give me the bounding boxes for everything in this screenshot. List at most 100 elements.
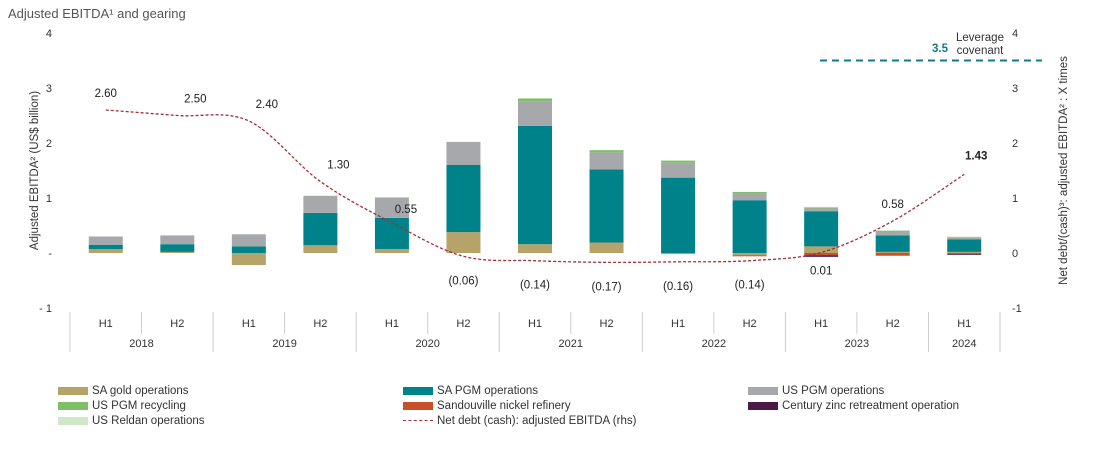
legend-label-us-recycling: US PGM recycling <box>92 400 186 412</box>
bar-segment-sandouville <box>947 253 982 255</box>
y-tick-left: 4 <box>46 28 52 40</box>
line-data-label: (0.14) <box>520 280 550 292</box>
legend-swatch-sa-pgm <box>403 386 433 395</box>
y-tick-right: 2 <box>1012 138 1018 150</box>
y-tick-right: 4 <box>1012 28 1018 40</box>
bar-segment-us_pgm <box>231 234 266 247</box>
bar-segment-us_recycling <box>518 98 552 102</box>
legend-swatch-us-recycling <box>58 401 88 410</box>
legend-label-net-debt: Net debt (cash): adjusted EBITDA (rhs) <box>437 415 637 427</box>
bar-segment-sa_gold <box>518 244 552 253</box>
bar-segment-us_recycling <box>875 231 910 232</box>
y-tick-left: - 1 <box>39 303 52 315</box>
x-tick-year: 2021 <box>559 338 583 350</box>
bar-segment-us_recycling <box>661 160 696 163</box>
bar-segment-sa_pgm <box>947 239 982 252</box>
bar-segment-sa_pgm <box>661 177 696 253</box>
covenant-label-line2: covenant <box>957 45 1004 57</box>
bar-segment-sa_pgm <box>518 125 552 245</box>
bar-segment-sa_pgm <box>589 169 624 243</box>
y-tick-right: -1 <box>1012 303 1022 315</box>
bar-segment-us_pgm <box>947 237 982 240</box>
legend-label-sandouville: Sandouville nickel refinery <box>437 400 571 412</box>
bar-segment-us_reldan <box>947 236 982 238</box>
x-tick-period: H2 <box>456 318 470 330</box>
net-debt-line <box>105 109 965 264</box>
x-tick-year: 2020 <box>415 338 439 350</box>
legend-item-sa-gold: SA gold operations <box>58 385 189 397</box>
legend-item-sa-pgm: SA PGM operations <box>403 385 538 397</box>
bar-segment-us_recycling <box>947 237 982 238</box>
legend-label-sa-pgm: SA PGM operations <box>437 385 538 397</box>
legend-swatch-us-reldan <box>58 416 88 425</box>
line-data-label: 1.30 <box>327 160 349 172</box>
x-tick-period: H2 <box>886 318 900 330</box>
bar-segment-us_recycling <box>804 207 839 209</box>
bar-segment-sa_gold <box>875 251 910 253</box>
x-tick-period: H2 <box>170 318 184 330</box>
x-tick-period: H2 <box>313 318 327 330</box>
covenant-label-line1: Leverage <box>956 32 1004 44</box>
bar-segment-us_pgm <box>160 235 195 245</box>
bar-segment-sandouville <box>804 253 839 256</box>
x-tick-period: H2 <box>743 318 757 330</box>
bar-segment-sa_gold <box>732 253 767 256</box>
legend-swatch-century <box>748 401 778 410</box>
legend-swatch-sandouville <box>403 401 433 410</box>
line-data-label: 2.60 <box>95 88 117 100</box>
y-axis-title-right: Net debt/(cash)³: adjusted EBITDA² : X t… <box>1058 56 1070 285</box>
chart-title: Adjusted EBITDA¹ and gearing <box>8 6 186 21</box>
line-data-label: (0.06) <box>448 275 478 287</box>
x-tick-period: H2 <box>600 318 614 330</box>
legend-item-us-recycling: US PGM recycling <box>58 400 186 412</box>
bar-segment-sa_pgm <box>231 246 266 253</box>
bar-segment-sa_gold <box>374 249 409 253</box>
bar-segment-sa_pgm <box>804 211 839 247</box>
x-tick-year: 2019 <box>272 338 296 350</box>
bar-segment-sa_gold <box>804 246 839 253</box>
legend-swatch-us-pgm <box>748 386 778 395</box>
x-tick-year: 2024 <box>952 338 976 350</box>
x-tick-year: 2023 <box>845 338 869 350</box>
bar-segment-us_reldan <box>875 229 910 231</box>
bar-segment-us_pgm <box>88 236 123 245</box>
x-tick-year: 2018 <box>129 338 153 350</box>
bar-segment-us_pgm <box>303 195 338 213</box>
bar-segment-sa_gold <box>88 249 123 253</box>
legend-label-us-pgm: US PGM operations <box>782 385 885 397</box>
legend-item-us-reldan: US Reldan operations <box>58 415 205 427</box>
line-data-label: (0.14) <box>735 280 765 292</box>
line-data-label: (0.17) <box>592 281 622 293</box>
y-tick-right: 1 <box>1012 193 1018 205</box>
bar-segment-us_pgm <box>589 152 624 170</box>
bar-segment-sa_gold <box>231 253 266 266</box>
bar-segment-us_pgm <box>661 162 696 178</box>
line-data-label: 0.55 <box>395 204 417 216</box>
x-tick-period: H1 <box>957 318 971 330</box>
legend-item-net-debt: Net debt (cash): adjusted EBITDA (rhs) <box>403 415 636 427</box>
legend-item-sandouville: Sandouville nickel refinery <box>403 400 571 412</box>
bar-segment-sa_pgm <box>875 235 910 252</box>
bar-segment-us_pgm <box>518 101 552 126</box>
bar-segment-sandouville <box>732 255 767 257</box>
legend-label-century: Century zinc retreatment operation <box>782 400 960 412</box>
bar-segment-us_pgm <box>374 197 409 218</box>
bar-segment-us_pgm <box>875 231 910 236</box>
legend-item-us-pgm: US PGM operations <box>748 385 884 397</box>
legend-swatch-net-debt <box>403 420 433 422</box>
bar-segment-sa_gold <box>446 232 481 253</box>
bar-segment-sa_gold <box>947 251 982 253</box>
x-tick-period: H1 <box>99 318 113 330</box>
bar-segment-sa_pgm <box>160 244 195 252</box>
x-tick-period: H1 <box>671 318 685 330</box>
y-tick-left: 3 <box>46 83 52 95</box>
bar-segment-us_reldan <box>804 206 839 208</box>
bar-segment-sa_gold <box>160 251 195 253</box>
bar-segment-us_pgm <box>804 208 839 212</box>
y-tick-left: - <box>48 248 52 260</box>
bar-segment-sa_gold <box>661 253 696 255</box>
x-tick-period: H1 <box>385 318 399 330</box>
line-data-label: 0.01 <box>810 265 832 277</box>
bar-segment-us_pgm <box>732 193 767 201</box>
